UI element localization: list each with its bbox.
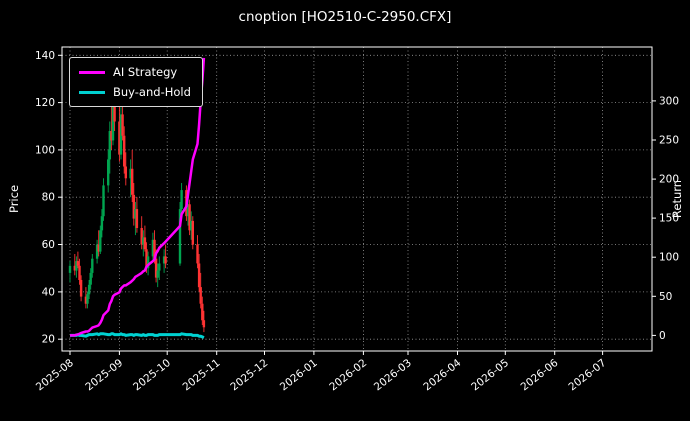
candle-body — [135, 209, 139, 228]
y-tick-label-right: 150 — [659, 213, 679, 225]
candle-body — [146, 256, 150, 269]
candle-body — [79, 280, 83, 297]
y-tick-label-right: 300 — [659, 95, 679, 107]
candle-body — [107, 159, 110, 186]
y-tick-label-right: 250 — [659, 135, 679, 147]
legend-item-buy-and-hold: Buy-and-Hold — [79, 85, 191, 99]
candle-body — [143, 237, 147, 250]
legend-label-ai-strategy: AI Strategy — [113, 65, 178, 79]
candle-body — [201, 303, 204, 321]
candle-body — [142, 237, 145, 245]
candle-body — [178, 209, 182, 264]
candle-body — [91, 258, 94, 273]
candle-body — [100, 216, 104, 231]
candle-body — [118, 121, 121, 155]
candle-body — [158, 263, 161, 271]
candle-body — [124, 166, 127, 179]
candle-body — [97, 244, 100, 252]
candle-body — [86, 294, 89, 304]
y-tick-label-left: 80 — [42, 192, 55, 204]
candle-body — [134, 209, 137, 219]
y-axis-label-price: Price — [7, 184, 21, 214]
candle-body — [180, 190, 183, 209]
candle-body — [121, 114, 124, 136]
candle-body — [75, 261, 78, 271]
y-tick-label-right: 200 — [659, 174, 679, 186]
candle-body — [156, 270, 159, 278]
candle-body — [95, 244, 99, 259]
candle-body — [154, 258, 158, 278]
y-tick-label-left: 100 — [35, 144, 55, 156]
y-tick-label-right: 50 — [659, 291, 672, 303]
candle-body — [84, 296, 88, 304]
candle-body — [131, 168, 134, 195]
y-tick-label-left: 40 — [42, 286, 55, 298]
candle-body — [111, 93, 115, 141]
y-tick-label-right: 0 — [659, 330, 666, 342]
ai-strategy-line — [70, 57, 206, 337]
legend-label-buy-and-hold: Buy-and-Hold — [113, 85, 191, 99]
candle-body — [151, 239, 155, 257]
candle-body — [102, 185, 105, 217]
candle-body — [119, 114, 123, 155]
buy-and-hold-line-swatch — [79, 90, 105, 94]
y-tick-label-right: 100 — [659, 252, 679, 264]
candle-body — [145, 249, 148, 269]
y-tick-label-left: 120 — [35, 97, 55, 109]
y-tick-label-left: 60 — [42, 239, 55, 251]
candle-body — [78, 265, 81, 280]
candle-body — [190, 220, 193, 231]
candle-body — [199, 287, 202, 304]
candle-body — [87, 284, 91, 295]
candle-body — [99, 230, 102, 252]
chart-title: cnoption [HO2510-C-2950.CFX] — [238, 9, 452, 25]
legend-item-ai-strategy: AI Strategy — [79, 65, 191, 79]
plot-border — [61, 46, 653, 352]
candle-body — [188, 204, 191, 231]
candle-body — [132, 194, 135, 219]
buy-and-hold-line — [70, 332, 205, 340]
candle-body — [197, 263, 201, 288]
candle-body — [164, 256, 167, 264]
ai-strategy-line-swatch — [79, 70, 105, 74]
y-axis-label-return: Return — [670, 179, 684, 219]
candle-body — [196, 244, 199, 264]
candle-body — [153, 239, 156, 259]
candle-body — [129, 168, 132, 179]
y-tick-label-left: 20 — [42, 334, 55, 346]
candle-body — [202, 320, 206, 328]
legend: AI Strategy Buy-and-Hold — [69, 57, 203, 107]
candle-body — [140, 228, 143, 245]
candle-body — [186, 204, 190, 217]
candle-body — [73, 265, 76, 271]
candle-body — [68, 265, 72, 273]
candle-body — [123, 135, 126, 167]
candle-body — [76, 261, 80, 266]
candle-body — [108, 131, 111, 160]
y-tick-label-left: 140 — [35, 50, 55, 62]
candle-body — [191, 220, 194, 245]
candle-body — [110, 131, 113, 141]
candle-body — [89, 272, 92, 285]
candle-body — [113, 93, 116, 122]
candle-body — [162, 256, 166, 264]
